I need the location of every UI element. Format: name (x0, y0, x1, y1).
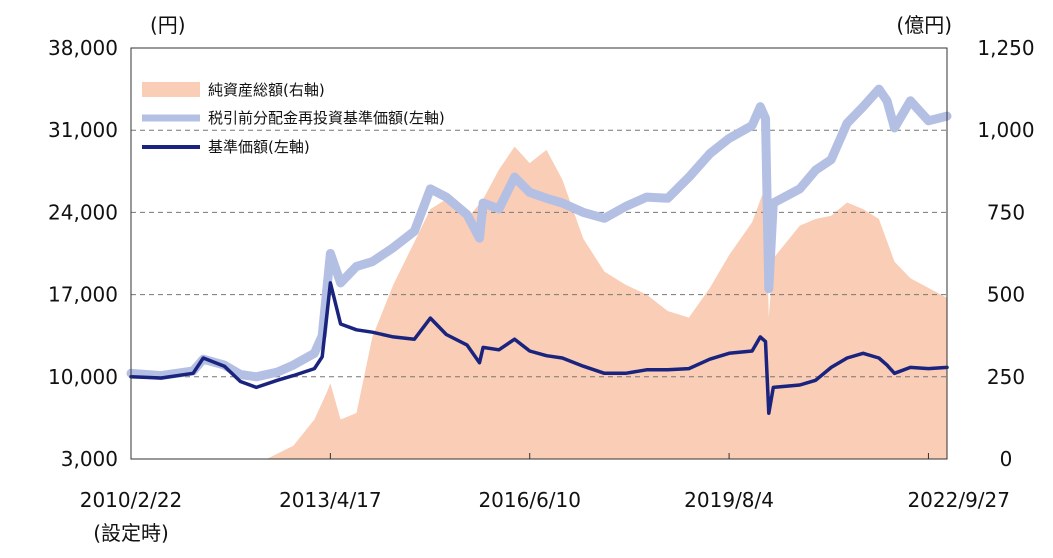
x-axis-ticks: 2010/2/22 2013/4/17 2016/6/10 2019/8/4 2022/… (80, 453, 1010, 512)
x-tick-label-2: 2016/6/10 (478, 488, 581, 512)
x-tick-label-0: 2010/2/22 (80, 488, 183, 512)
left-axis-ticks: 38,000 31,000 24,000 17,000 10,000 3,000 (48, 36, 118, 471)
legend: 純資産総額(右軸) 税引前分配金再投資基準価額(左軸) 基準価額(左軸) (142, 81, 445, 156)
left-tick-label-0: 38,000 (48, 36, 118, 60)
reinvested-nav-line (126, 84, 952, 382)
x-tick-label-3: 2019/8/4 (684, 488, 774, 512)
left-tick-label-5: 3,000 (61, 447, 118, 471)
right-tick-label-2: 750 (987, 200, 1025, 224)
x-axis-first-tick-note: (設定時) (93, 521, 169, 545)
legend-label-reinvested-nav: 税引前分配金再投資基準価額(左軸) (208, 109, 445, 127)
x-tick-label-4: 2022/9/27 (907, 488, 1010, 512)
right-tick-label-0: 1,250 (977, 36, 1034, 60)
right-tick-label-1: 1,000 (977, 118, 1034, 142)
right-tick-label-4: 250 (987, 365, 1025, 389)
right-tick-label-5: 0 (1000, 447, 1013, 471)
right-axis-unit: (億円) (896, 13, 952, 37)
left-tick-label-2: 24,000 (48, 200, 118, 224)
right-tick-label-3: 500 (987, 283, 1025, 307)
plot-frame (130, 47, 948, 460)
legend-label-nav: 基準価額(左軸) (208, 138, 310, 156)
left-axis-unit: (円) (150, 13, 186, 37)
left-tick-label-3: 17,000 (48, 283, 118, 307)
right-axis-ticks: 1,250 1,000 750 500 250 0 (977, 36, 1034, 471)
left-tick-label-1: 31,000 (48, 118, 118, 142)
legend-label-net-assets: 純資産総額(右軸) (208, 81, 325, 99)
net-assets-area-layer (131, 146, 947, 459)
legend-swatch-net-assets (142, 82, 200, 97)
price-lines-layer (126, 84, 952, 415)
nav-line (129, 281, 949, 415)
net-assets-area (131, 146, 947, 459)
x-tick-label-1: 2013/4/17 (279, 488, 382, 512)
left-tick-label-4: 10,000 (48, 365, 118, 389)
